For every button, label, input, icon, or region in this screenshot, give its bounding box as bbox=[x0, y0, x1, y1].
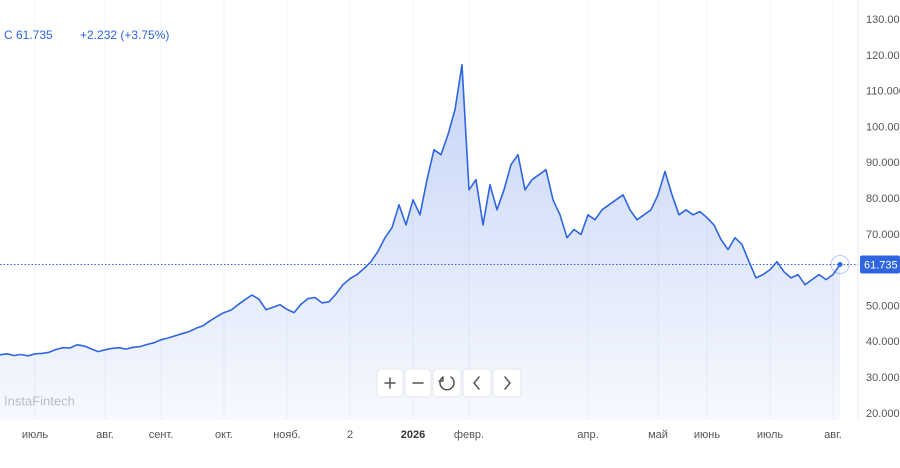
y-tick-label: 30.000 bbox=[866, 372, 900, 384]
last-value-box bbox=[860, 255, 900, 274]
area bbox=[0, 64, 840, 421]
x-tick-label: 2 bbox=[347, 429, 353, 441]
x-tick-label: июнь bbox=[694, 429, 720, 441]
header-change: +2.232 (+3.75%) bbox=[80, 28, 169, 42]
x-tick-label: авг. bbox=[96, 429, 114, 441]
x-tick-label: февр. bbox=[454, 429, 484, 441]
x-tick-label: авг. bbox=[824, 429, 842, 441]
x-tick-label: сент. bbox=[149, 429, 174, 441]
header-price: C 61.735 bbox=[4, 28, 53, 42]
y-tick-label: 120.000 bbox=[866, 50, 900, 62]
y-tick-label: 100.000 bbox=[866, 121, 900, 133]
last-value-label: 61.735 bbox=[864, 259, 898, 271]
x-tick-label: окт. bbox=[215, 429, 233, 441]
x-tick-label: июль bbox=[22, 429, 49, 441]
y-tick-label: 80.000 bbox=[866, 193, 900, 205]
x-tick-label: июль bbox=[757, 429, 784, 441]
y-tick-label: 130.000 bbox=[866, 14, 900, 26]
y-tick-label: 40.000 bbox=[866, 336, 900, 348]
y-tick-label: 110.000 bbox=[866, 86, 900, 98]
x-tick-label: май bbox=[648, 429, 668, 441]
y-tick-label: 90.000 bbox=[866, 157, 900, 169]
scroll-left[interactable] bbox=[462, 368, 492, 398]
y-tick-label: 50.000 bbox=[866, 300, 900, 312]
toolbar bbox=[376, 368, 522, 398]
y-tick-label: 70.000 bbox=[866, 229, 900, 241]
x-tick-label: апр. bbox=[577, 429, 598, 441]
reset[interactable] bbox=[432, 368, 462, 398]
watermark: InstaFintech bbox=[4, 393, 75, 408]
x-tick-label: 2026 bbox=[401, 429, 425, 441]
line bbox=[0, 64, 841, 357]
y-tick-label: 20.000 bbox=[866, 408, 900, 420]
scroll-right[interactable] bbox=[492, 368, 522, 398]
x-tick-label: нояб. bbox=[273, 429, 301, 441]
